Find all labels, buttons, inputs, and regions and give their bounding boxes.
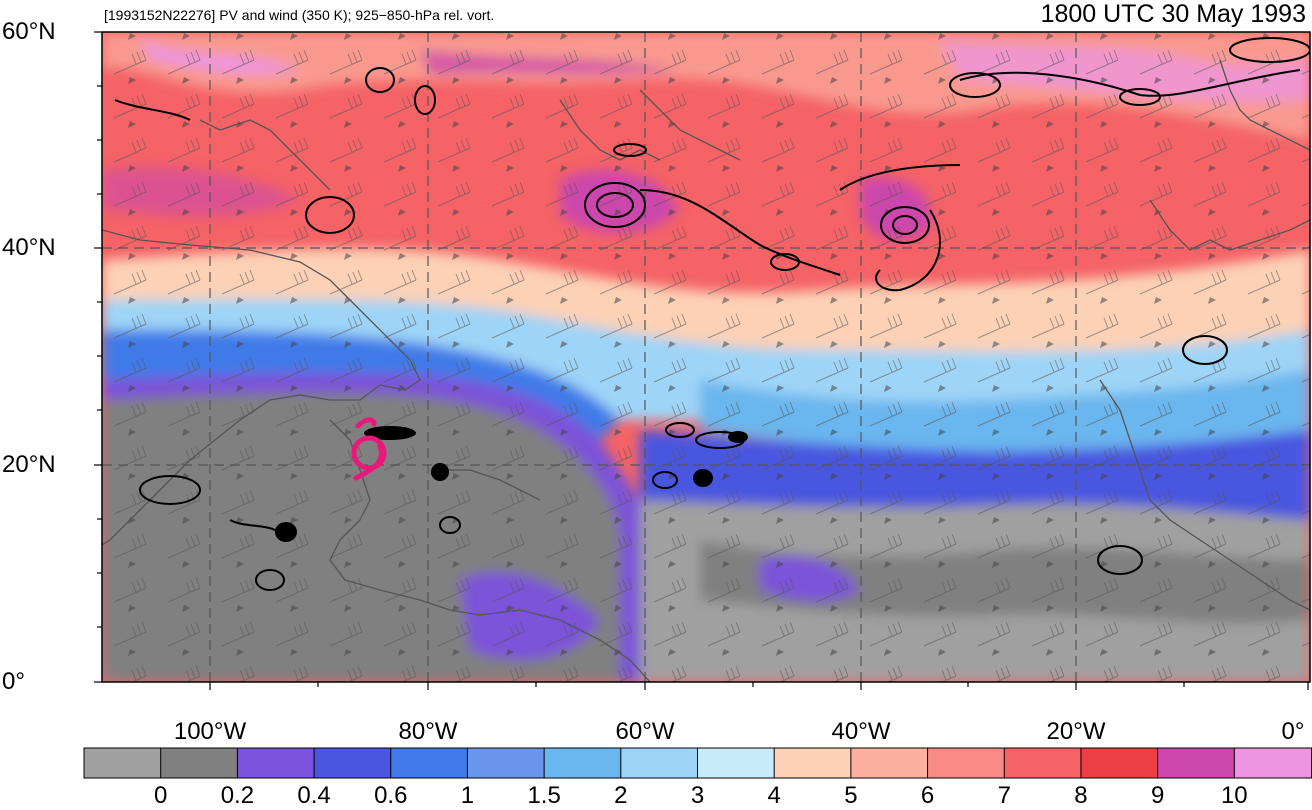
colorbar-level-label: 4 (767, 782, 781, 809)
colorbar-swatch (466, 747, 546, 779)
colorbar-level-label: 0 (154, 782, 168, 809)
vorticity-contours (114, 37, 1310, 591)
valid-time: 1800 UTC 30 May 1993 (1040, 0, 1306, 28)
lon-label-20w: 20°W (1046, 718, 1106, 745)
colorbar-swatch (620, 747, 699, 779)
lon-label-60w: 60°W (615, 718, 675, 745)
storm-marker (351, 417, 387, 481)
colorbar-swatch (1233, 747, 1312, 779)
colorbar-level-label: 3 (690, 782, 705, 809)
colorbar-swatch (160, 747, 239, 779)
colorbar-level-label: 6 (920, 782, 935, 809)
wind-barbs (102, 32, 1310, 682)
colorbar-swatch (313, 747, 392, 779)
colorbar-swatch (850, 747, 929, 779)
colorbar-swatch (1003, 747, 1082, 779)
colorbar-swatch (697, 747, 776, 779)
map-frame (101, 31, 1311, 683)
map-plot (102, 32, 1310, 682)
colorbar-swatch (83, 747, 162, 779)
colorbar-level-label: 2 (614, 782, 628, 809)
colorbar-level-label: 1.5 (527, 782, 561, 809)
colorbar-level-label: 8 (1074, 782, 1088, 809)
colorbar-swatch (773, 747, 852, 779)
lat-label-20n: 20°N (2, 451, 56, 478)
storm-marker-head (355, 417, 377, 429)
colorbar-swatch (927, 747, 1006, 779)
colorbar-level-label: 7 (997, 782, 1011, 809)
lon-label-80w: 80°W (398, 718, 458, 745)
colorbar-level-label: 0.6 (374, 782, 408, 809)
lon-label-0: 0° (1281, 718, 1305, 745)
tick-marks (94, 31, 1309, 690)
colorbar-swatch (543, 747, 622, 779)
lon-label-40w: 40°W (831, 718, 891, 745)
lat-label-60n: 60°N (2, 18, 56, 45)
colorbar-level-label: 0.4 (297, 782, 331, 809)
figure-title: [1993152N22276] PV and wind (350 K); 925… (104, 7, 495, 23)
colorbar-level-label: 10 (1220, 782, 1248, 809)
storm-marker-tail (353, 443, 384, 481)
colorbar-level-label: 9 (1150, 782, 1165, 809)
colorbar-swatch (1157, 747, 1236, 779)
lat-label-40n: 40°N (2, 234, 56, 261)
colorbar-level-label: 5 (844, 782, 858, 809)
lat-label-0: 0° (2, 668, 25, 695)
colorbar-swatch (390, 747, 469, 779)
graticule (102, 32, 1310, 682)
colorbar (83, 747, 1312, 779)
colorbar-level-label: 0.2 (220, 782, 255, 809)
colorbar-swatch (236, 747, 316, 779)
vorticity-blobs (275, 426, 748, 542)
colorbar-level-label: 1 (460, 782, 475, 809)
colorbar-swatch (1080, 747, 1159, 779)
lon-label-100w: 100°W (173, 718, 247, 745)
